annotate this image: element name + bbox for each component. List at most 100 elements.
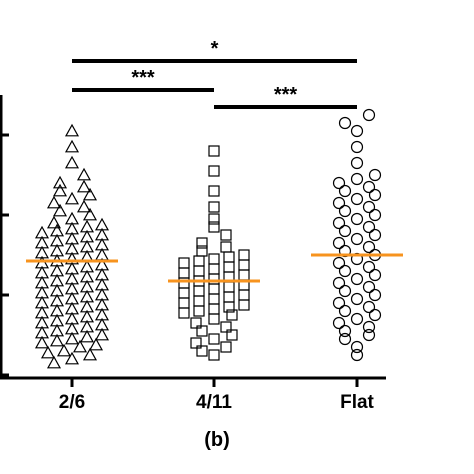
data-point <box>332 216 346 230</box>
data-point <box>368 208 382 222</box>
data-point <box>220 321 232 333</box>
data-point <box>223 281 235 293</box>
data-point <box>64 123 80 137</box>
data-point <box>223 251 235 263</box>
x-ticks <box>70 378 359 387</box>
data-point <box>64 331 80 345</box>
data-point <box>46 355 62 369</box>
data-point <box>220 229 232 241</box>
data-point <box>193 255 205 267</box>
data-point <box>196 237 208 249</box>
data-point <box>362 328 376 342</box>
data-point <box>362 180 376 194</box>
data-point <box>82 187 98 201</box>
data-point <box>82 347 98 361</box>
data-point <box>52 203 68 217</box>
data-point <box>238 249 250 261</box>
data-point <box>40 345 56 359</box>
data-points <box>34 108 382 369</box>
data-point <box>208 313 220 325</box>
data-point <box>208 221 220 233</box>
data-point <box>350 292 364 306</box>
data-point <box>208 165 220 177</box>
data-point <box>196 325 208 337</box>
data-point <box>332 196 346 210</box>
data-point <box>350 192 364 206</box>
data-point <box>332 296 346 310</box>
data-point <box>208 263 220 275</box>
category-label: 4/11 <box>196 392 232 413</box>
data-point <box>350 212 364 226</box>
data-point <box>72 339 88 353</box>
data-point <box>208 201 220 213</box>
data-point <box>332 276 346 290</box>
data-point <box>350 348 364 362</box>
data-point <box>208 303 220 315</box>
data-point <box>350 172 364 186</box>
data-point <box>368 188 382 202</box>
data-point <box>208 333 220 345</box>
category-label: 2/6 <box>59 392 85 413</box>
data-point <box>350 156 364 170</box>
data-point <box>208 145 220 157</box>
data-point <box>208 253 220 265</box>
data-point <box>338 116 352 130</box>
category-labels: 2/6 4/11 Flat <box>59 392 375 413</box>
data-point <box>193 265 205 277</box>
data-point <box>350 232 364 246</box>
data-point <box>350 140 364 154</box>
data-point <box>88 337 104 351</box>
data-point <box>82 207 98 221</box>
data-point <box>52 175 68 189</box>
data-point <box>193 305 205 317</box>
data-point <box>76 199 92 213</box>
data-point <box>338 284 352 298</box>
data-point <box>208 213 220 225</box>
data-point <box>368 308 382 322</box>
data-point <box>226 329 238 341</box>
data-point <box>46 215 62 229</box>
data-point <box>220 341 232 353</box>
data-point <box>368 168 382 182</box>
data-point <box>362 300 376 314</box>
data-point <box>64 191 80 205</box>
data-point <box>178 287 190 299</box>
data-point <box>64 155 80 169</box>
data-point <box>178 257 190 269</box>
data-point <box>226 309 238 321</box>
data-point <box>64 139 80 153</box>
data-point <box>76 167 92 181</box>
data-point <box>368 268 382 282</box>
data-point <box>338 224 352 238</box>
significance-label: *** <box>274 84 298 106</box>
panel-label: (b) <box>204 429 230 451</box>
data-point <box>64 351 80 365</box>
data-point <box>368 228 382 242</box>
significance-brackets: ******* <box>72 38 357 109</box>
data-point <box>208 283 220 295</box>
data-point <box>332 176 346 190</box>
data-point <box>190 337 202 349</box>
data-point <box>350 312 364 326</box>
data-point <box>362 220 376 234</box>
data-point <box>76 179 92 193</box>
data-point <box>238 259 250 271</box>
data-point <box>223 301 235 313</box>
data-point <box>208 349 220 361</box>
data-point <box>338 184 352 198</box>
data-point <box>362 108 376 122</box>
significance-label: * <box>211 38 219 60</box>
data-point <box>338 324 352 338</box>
data-point <box>34 335 50 349</box>
data-point <box>178 267 190 279</box>
data-point <box>178 307 190 319</box>
data-point <box>49 333 65 347</box>
data-point <box>350 272 364 286</box>
data-point <box>332 236 346 250</box>
data-point <box>238 299 250 311</box>
data-point <box>332 256 346 270</box>
data-point <box>220 241 232 253</box>
data-point <box>193 285 205 297</box>
data-point <box>362 200 376 214</box>
